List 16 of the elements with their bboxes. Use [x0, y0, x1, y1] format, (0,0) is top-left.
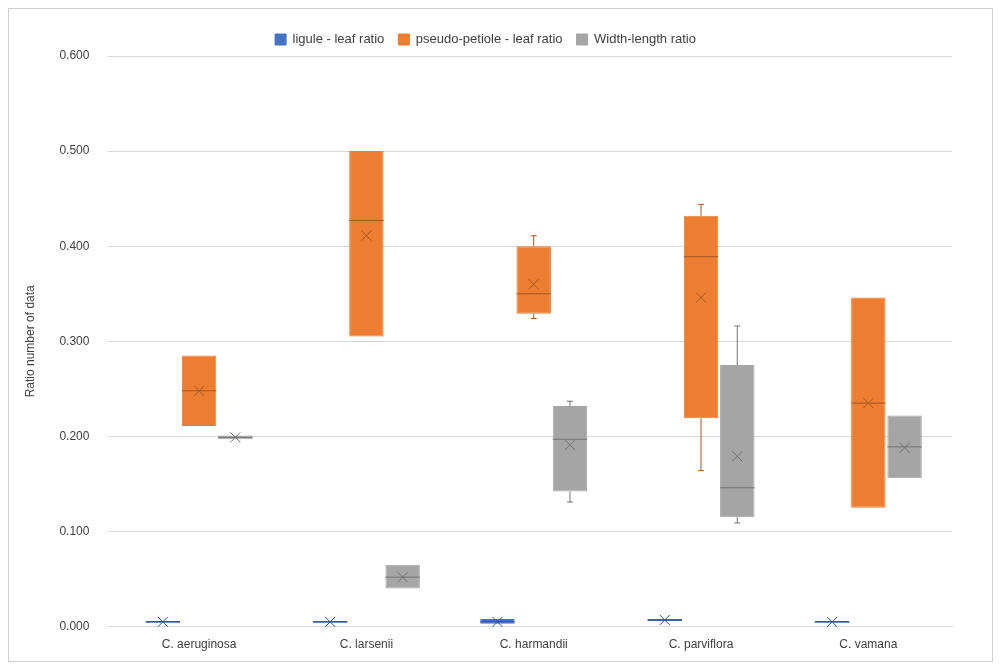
y-tick-label: 0.100: [59, 523, 90, 538]
y-tick-label: 0.600: [59, 48, 90, 63]
y-tick-label: 0.500: [59, 143, 90, 158]
x-tick-label: C. harmandii: [499, 637, 568, 652]
legend-label: Width-length ratio: [594, 31, 696, 47]
x-tick-label: C. larsenii: [339, 637, 394, 652]
y-tick-label: 0.200: [59, 428, 90, 443]
legend-label: ligule - leaf ratio: [292, 31, 385, 47]
y-axis-title: Ratio number of data: [22, 284, 37, 398]
x-tick-label: C. parviflora: [668, 637, 734, 652]
y-tick-label: 0.000: [59, 618, 90, 633]
legend-label: pseudo-petiole - leaf ratio: [415, 31, 563, 47]
y-tick-label: 0.400: [59, 238, 90, 253]
x-tick-label: C. vamana: [839, 637, 898, 652]
y-tick-label: 0.300: [59, 333, 90, 348]
x-tick-label: C. aeruginosa: [161, 637, 237, 652]
